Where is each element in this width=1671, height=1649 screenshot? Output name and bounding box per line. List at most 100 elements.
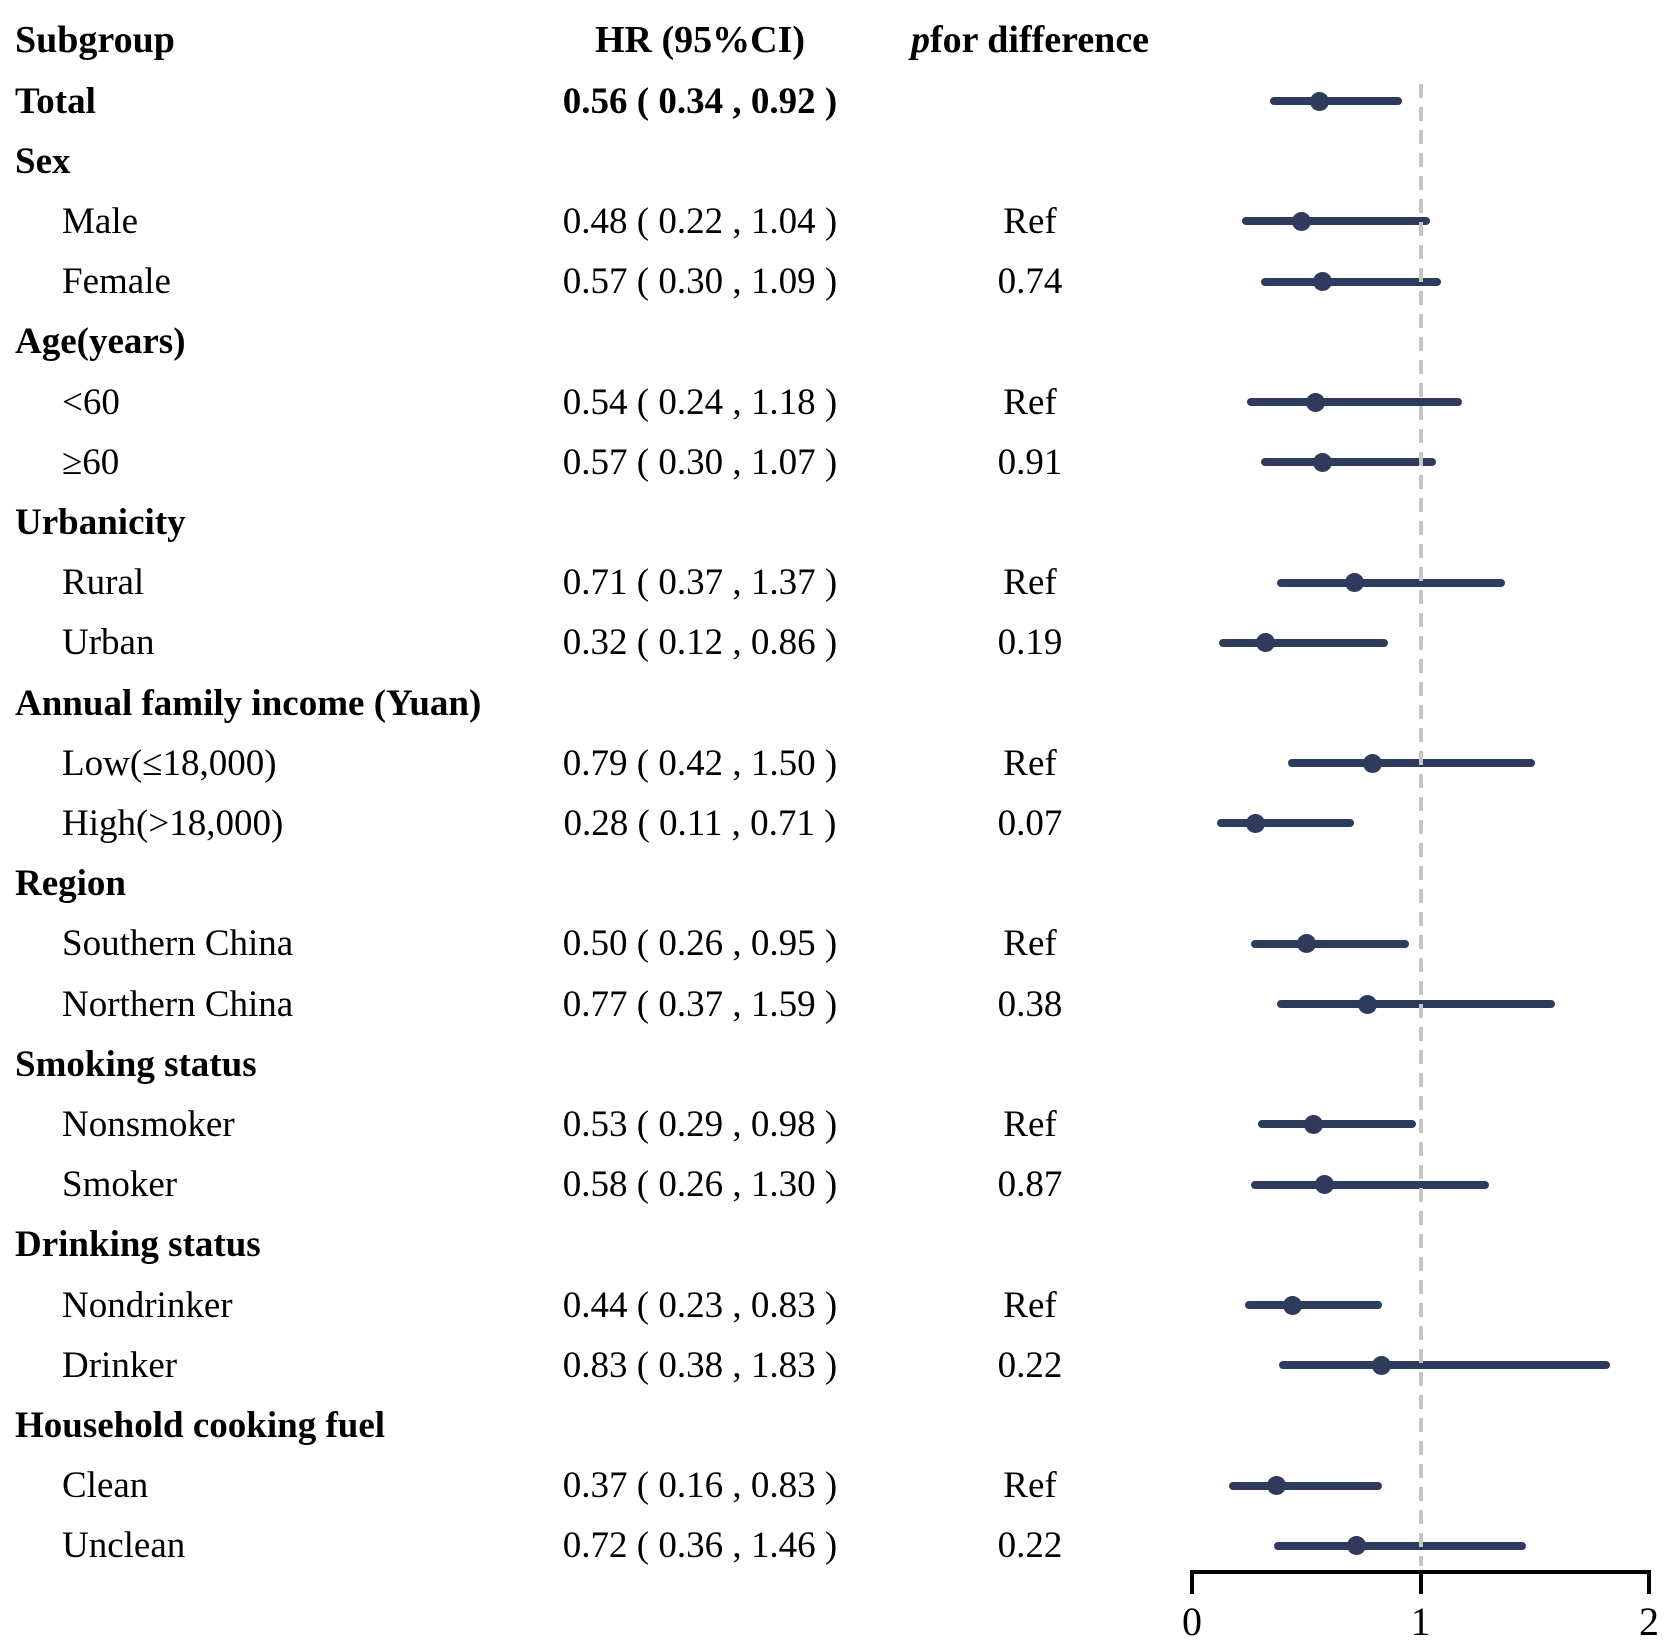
confidence-interval-line	[1276, 1000, 1556, 1008]
confidence-interval-line	[1278, 1361, 1611, 1370]
subgroup-label: Annual family income (Yuan)	[15, 682, 482, 724]
point-estimate-marker	[1283, 1295, 1303, 1315]
confidence-interval-line	[1217, 819, 1355, 828]
forest-row: Clean 0.37 ( 0.16 , 0.83 ) Ref	[0, 1456, 1671, 1516]
axis-tick-label: 0	[1182, 1599, 1202, 1644]
forest-row: Nondrinker 0.44 ( 0.23 , 0.83 ) Ref	[0, 1275, 1671, 1335]
forest-row: Female 0.57 ( 0.30 , 1.09 ) 0.74	[0, 252, 1671, 312]
confidence-interval-line	[1260, 277, 1442, 286]
hr-ci-value: 0.79 ( 0.42 , 1.50 )	[562, 742, 838, 784]
subgroup-label: High(>18,000)	[62, 802, 284, 844]
confidence-interval-line	[1269, 97, 1403, 105]
p-value: 0.07	[997, 802, 1063, 844]
point-estimate-marker	[1255, 633, 1275, 653]
subgroup-label: Region	[15, 863, 126, 905]
subgroup-label: Nondrinker	[62, 1284, 233, 1326]
confidence-interval-line	[1219, 638, 1389, 647]
confidence-interval-line	[1246, 398, 1462, 406]
hr-ci-value: 0.54 ( 0.24 , 1.18 )	[562, 381, 838, 423]
point-estimate-marker	[1358, 994, 1378, 1014]
hr-ci-value: 0.71 ( 0.37 , 1.37 )	[562, 562, 838, 604]
confidence-interval-line	[1244, 1301, 1382, 1309]
axis-tick-mark	[1190, 1570, 1194, 1594]
subgroup-label: Total	[15, 80, 96, 122]
forest-row: Total 0.56 ( 0.34 , 0.92 )	[0, 71, 1671, 131]
forest-row: Unclean 0.72 ( 0.36 , 1.46 ) 0.22	[0, 1516, 1671, 1576]
subgroup-label: ≥60	[62, 441, 120, 483]
reference-line	[1418, 84, 1423, 1566]
subgroup-label: Drinking status	[15, 1224, 261, 1266]
forest-row: Northern China 0.77 ( 0.37 , 1.59 ) 0.38	[0, 974, 1671, 1034]
p-value: Ref	[1003, 200, 1057, 242]
p-symbol: p	[910, 19, 930, 61]
hr-ci-value: 0.77 ( 0.37 , 1.59 )	[562, 983, 838, 1025]
axis-tick-label: 2	[1639, 1599, 1659, 1644]
hr-ci-value: 0.44 ( 0.23 , 0.83 )	[562, 1284, 838, 1326]
p-header-rest: for difference	[929, 19, 1150, 61]
confidence-interval-line	[1242, 217, 1430, 226]
forest-row: Male 0.48 ( 0.22 , 1.04 ) Ref	[0, 191, 1671, 251]
confidence-interval-line	[1251, 939, 1410, 948]
point-estimate-marker	[1372, 1355, 1392, 1375]
hr-ci-value: 0.57 ( 0.30 , 1.09 )	[562, 261, 838, 303]
subgroup-label: Unclean	[62, 1525, 186, 1567]
confidence-interval-line	[1251, 1180, 1490, 1189]
p-value: 0.87	[997, 1164, 1063, 1206]
table-header-row: Subgroup HR (95%CI) p for difference	[0, 10, 1671, 70]
category-row: Sex	[0, 131, 1671, 191]
subgroup-label: Sex	[15, 140, 71, 182]
column-header-subgroup: Subgroup	[15, 19, 175, 61]
column-header-hr-ci: HR (95%CI)	[594, 19, 806, 61]
point-estimate-marker	[1312, 272, 1332, 292]
point-estimate-marker	[1315, 1175, 1335, 1195]
category-row: Annual family income (Yuan)	[0, 673, 1671, 733]
point-estimate-marker	[1363, 753, 1382, 773]
category-row: Household cooking fuel	[0, 1395, 1671, 1455]
point-estimate-marker	[1305, 392, 1325, 412]
subgroup-label: Clean	[62, 1465, 149, 1507]
forest-row: Drinker 0.83 ( 0.38 , 1.83 ) 0.22	[0, 1335, 1671, 1395]
forest-row: Nonsmoker 0.53 ( 0.29 , 0.98 ) Ref	[0, 1094, 1671, 1154]
hr-ci-value: 0.58 ( 0.26 , 1.30 )	[562, 1164, 838, 1206]
point-estimate-marker	[1292, 211, 1312, 231]
category-row: Region	[0, 854, 1671, 914]
point-estimate-marker	[1296, 934, 1316, 954]
confidence-interval-line	[1287, 759, 1535, 768]
p-value: 0.22	[997, 1525, 1063, 1567]
category-row: Urbanicity	[0, 492, 1671, 552]
hr-ci-value: 0.53 ( 0.29 , 0.98 )	[562, 1103, 838, 1145]
p-value: Ref	[1003, 1465, 1057, 1507]
point-estimate-marker	[1267, 1476, 1287, 1496]
point-estimate-marker	[1344, 573, 1364, 593]
confidence-interval-line	[1260, 458, 1437, 467]
point-estimate-marker	[1303, 1114, 1323, 1134]
axis-tick-mark	[1647, 1570, 1651, 1594]
hr-ci-value: 0.50 ( 0.26 , 0.95 )	[562, 923, 838, 965]
p-value: Ref	[1003, 381, 1057, 423]
subgroup-label: Northern China	[62, 983, 294, 1025]
forest-row: Smoker 0.58 ( 0.26 , 1.30 ) 0.87	[0, 1155, 1671, 1215]
subgroup-label: Urbanicity	[15, 501, 186, 543]
category-row: Drinking status	[0, 1215, 1671, 1275]
confidence-interval-line	[1274, 1541, 1526, 1550]
p-value: Ref	[1003, 1103, 1057, 1145]
point-estimate-marker	[1246, 813, 1266, 833]
hr-ci-value: 0.48 ( 0.22 , 1.04 )	[562, 200, 838, 242]
confidence-interval-line	[1228, 1481, 1382, 1490]
forest-row: Low(≤18,000) 0.79 ( 0.42 , 1.50 ) Ref	[0, 733, 1671, 793]
confidence-interval-line	[1258, 1120, 1416, 1129]
p-value: Ref	[1003, 562, 1057, 604]
axis-tick-mark	[1418, 1570, 1423, 1594]
p-value: 0.91	[997, 441, 1063, 483]
point-estimate-marker	[1310, 91, 1330, 111]
forest-row: Southern China 0.50 ( 0.26 , 0.95 ) Ref	[0, 914, 1671, 974]
hr-ci-value: 0.83 ( 0.38 , 1.83 )	[562, 1344, 838, 1386]
subgroup-label: Smoking status	[15, 1043, 257, 1085]
axis-tick-label: 1	[1410, 1599, 1431, 1644]
subgroup-label: Female	[62, 261, 171, 303]
forest-row: <60 0.54 ( 0.24 , 1.18 ) Ref	[0, 372, 1671, 432]
hr-ci-value: 0.57 ( 0.30 , 1.07 )	[562, 441, 838, 483]
subgroup-label: Age(years)	[15, 321, 186, 363]
confidence-interval-line	[1276, 578, 1506, 587]
